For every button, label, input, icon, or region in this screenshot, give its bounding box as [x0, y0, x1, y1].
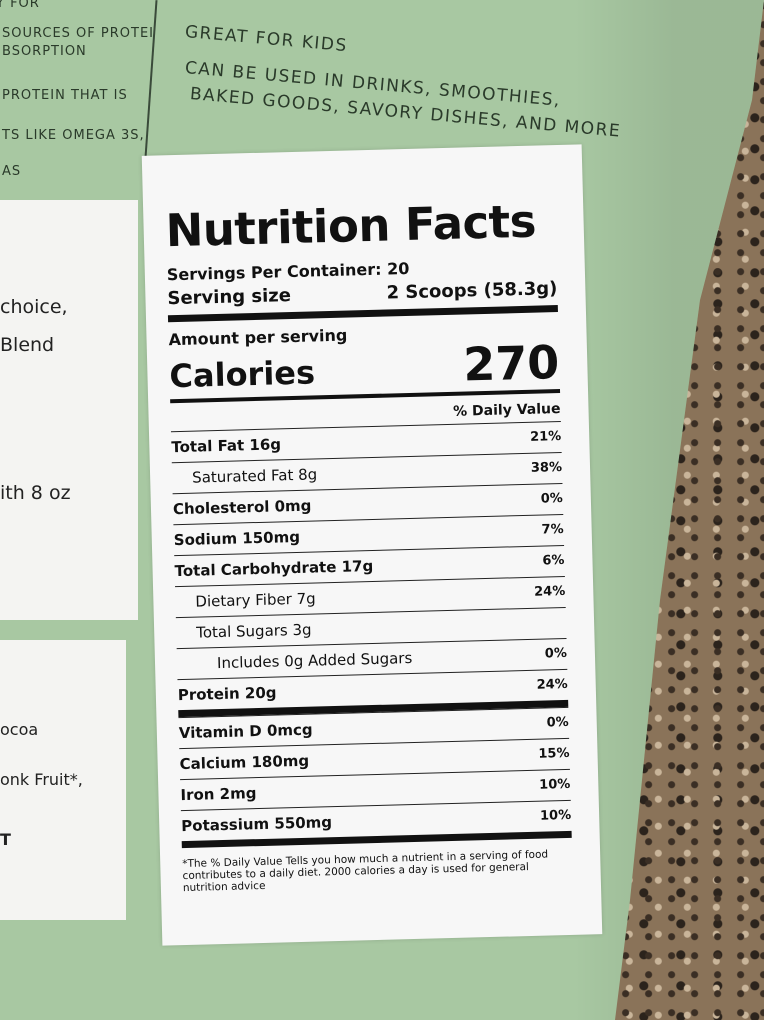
label-title: Nutrition Facts: [165, 194, 537, 258]
daily-value: 38%: [530, 460, 563, 476]
calories-value: 270: [462, 335, 560, 392]
nutrient-name: Protein 20g: [177, 683, 277, 705]
daily-value: 0%: [544, 645, 568, 662]
nutrient-name: Iron 2mg: [180, 784, 257, 805]
panel-text: ith 8 oz: [0, 482, 71, 504]
nutrient-name: Includes 0g Added Sugars: [216, 648, 413, 673]
nutrition-label: Nutrition Facts Servings Per Container: …: [141, 144, 603, 946]
package-text: AS: [2, 164, 22, 179]
calories-label: Calories: [169, 353, 316, 396]
serving-size-label: Serving size: [167, 285, 292, 310]
daily-value: 0%: [546, 714, 569, 731]
daily-value: 21%: [529, 429, 562, 445]
package-text: TS LIKE OMEGA 3S,: [2, 128, 145, 143]
panel-text: T: [0, 830, 11, 849]
daily-value: 15%: [538, 745, 570, 762]
package-text: BSORPTION: [2, 44, 87, 59]
panel-text: Blend: [0, 334, 55, 356]
daily-value: 24%: [536, 676, 568, 693]
package-text: PROTEIN THAT IS: [2, 88, 128, 103]
side-panel: ocoa onk Fruit*, T: [0, 640, 126, 920]
daily-value: 10%: [539, 807, 572, 824]
nutrient-name: Calcium 180mg: [179, 751, 310, 774]
daily-value: 7%: [541, 521, 564, 538]
daily-value: 6%: [542, 552, 565, 569]
nutrient-name: Saturated Fat 8g: [191, 465, 318, 487]
daily-value: 24%: [533, 583, 566, 600]
nutrient-name: Dietary Fiber 7g: [195, 589, 316, 611]
side-panel: choice, Blend ith 8 oz: [0, 200, 138, 620]
footnote: *The % Daily Value Tells you how much a …: [182, 848, 549, 895]
nutrient-name: Potassium 550mg: [181, 813, 333, 836]
package-text: Y FOR: [0, 0, 40, 11]
nutrient-name: Vitamin D 0mcg: [178, 720, 313, 743]
nutrient-name: Cholesterol 0mg: [172, 496, 312, 519]
daily-value: 10%: [539, 776, 571, 793]
serving-size-value: 2 Scoops (58.3g): [386, 278, 558, 304]
nutrient-name: Sodium 150mg: [173, 527, 301, 550]
daily-value: 0%: [540, 490, 564, 507]
panel-text: ocoa: [0, 720, 39, 739]
panel-text: onk Fruit*,: [0, 770, 83, 789]
nutrient-name: Total Sugars 3g: [195, 620, 312, 642]
panel-text: choice,: [0, 296, 68, 318]
nutrient-name: Total Fat 16g: [171, 435, 282, 457]
package-text: SOURCES OF PROTEI: [2, 26, 154, 41]
nutrient-rows: Total Fat 16g 21% Saturated Fat 8g 38% Chole…: [170, 421, 572, 849]
nutrient-name: Total Carbohydrate 17g: [174, 556, 374, 581]
